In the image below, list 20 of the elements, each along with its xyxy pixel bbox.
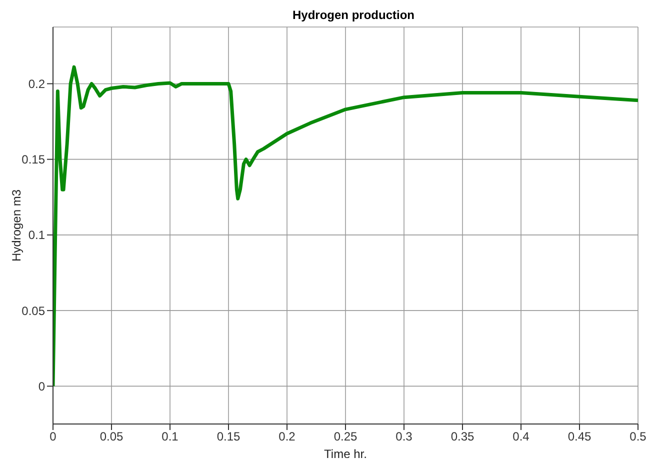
x-tick-label: 0.3 xyxy=(396,430,413,444)
y-tick-label: 0 xyxy=(38,379,46,394)
x-axis-title: Time hr. xyxy=(324,447,367,461)
y-tick-label: 0.15 xyxy=(22,152,46,167)
chart-title: Hydrogen production xyxy=(292,8,416,22)
x-tick-label: 0.1 xyxy=(162,430,179,444)
x-tick-label: 0 xyxy=(50,430,57,444)
y-axis-title: Hydrogen m3 xyxy=(9,189,24,262)
x-tick-label: 0.45 xyxy=(568,430,592,444)
x-tick-label: 0.05 xyxy=(100,430,124,444)
x-tick-label: 0.4 xyxy=(512,430,530,444)
x-tick-label: 0.15 xyxy=(216,430,240,444)
line-series xyxy=(53,65,638,388)
x-tick-label: 0.35 xyxy=(450,430,474,444)
y-tick-label: 0.2 xyxy=(28,76,46,91)
y-tick-label: 0.1 xyxy=(28,228,46,242)
x-tick-label: 0.2 xyxy=(278,430,296,444)
y-tick-label: 0.05 xyxy=(22,304,46,318)
x-tick-label: 0.25 xyxy=(334,430,358,444)
x-tick-label: 0.5 xyxy=(630,430,647,444)
